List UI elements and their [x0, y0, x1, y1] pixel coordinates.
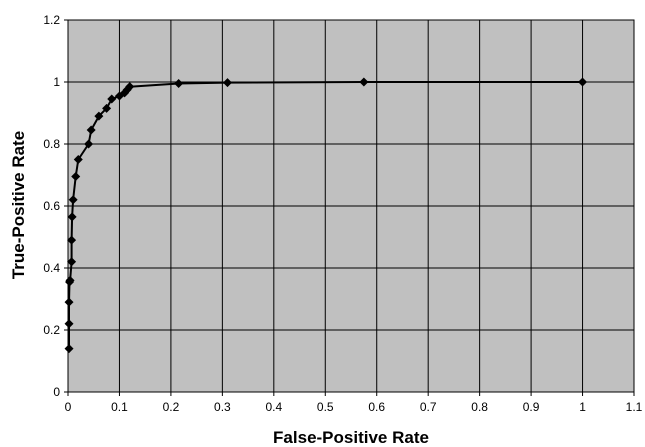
x-tick-label: 0.9: [523, 400, 540, 414]
roc-data-point: [174, 79, 184, 89]
roc-data-point: [359, 77, 369, 87]
roc-data-point: [73, 155, 83, 164]
y-tick-label: 0.2: [43, 323, 60, 337]
x-tick-label: 1.1: [626, 400, 643, 414]
x-tick-label: 0: [65, 400, 72, 414]
roc-data-point: [120, 88, 130, 98]
x-tick-label: 0.7: [420, 400, 437, 414]
roc-data-point: [67, 212, 77, 222]
roc-data-point: [64, 344, 74, 354]
y-tick-label: 0.8: [43, 137, 60, 151]
roc-series: [64, 77, 588, 354]
roc-data-point: [84, 139, 94, 149]
x-tick-label: 0.3: [214, 400, 231, 414]
x-tick-label: 0.4: [265, 400, 282, 414]
x-axis-tick-labels: 0 0.1 0.2 0.3 0.4 0.5 0.6 0.7 0.8 0.9 1 1.1: [65, 400, 643, 414]
roc-data-point: [67, 235, 77, 245]
x-tick-label: 0.2: [163, 400, 180, 414]
roc-data-point: [68, 195, 78, 205]
y-tick-label: 0.4: [43, 261, 60, 275]
x-tick-label: 0.6: [368, 400, 385, 414]
roc-data-point: [65, 275, 75, 285]
x-tick-label: 1: [579, 400, 586, 414]
roc-data-point: [223, 78, 233, 88]
roc-data-point: [67, 257, 77, 267]
axis-ticks: [64, 19, 635, 396]
roc-data-point: [64, 297, 74, 307]
y-axis-tick-labels: 0 0.2 0.4 0.6 0.8 1 1.2: [43, 13, 60, 399]
y-tick-label: 0: [53, 385, 60, 399]
roc-data-point: [64, 319, 74, 329]
roc-data-point: [86, 125, 96, 135]
y-tick-label: 0.6: [43, 199, 60, 213]
roc-data-point: [107, 94, 117, 104]
x-tick-label: 0.5: [317, 400, 334, 414]
roc-data-point: [102, 103, 112, 113]
x-tick-label: 0.1: [111, 400, 128, 414]
roc-data-point: [125, 82, 135, 92]
y-tick-label: 1.2: [43, 13, 60, 27]
x-axis-title: False-Positive Rate: [273, 428, 429, 447]
y-axis-title: True-Positive Rate: [9, 131, 28, 279]
x-tick-label: 0.8: [471, 400, 488, 414]
roc-data-point: [71, 172, 81, 182]
y-tick-label: 1: [53, 75, 60, 89]
roc-data-point: [578, 77, 588, 87]
roc-data-point: [94, 111, 104, 121]
